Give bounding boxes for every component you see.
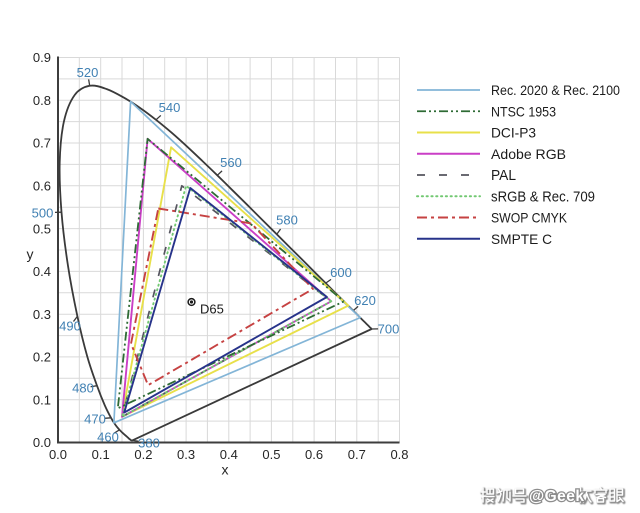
svg-text:x: x [222, 462, 229, 478]
svg-text:470: 470 [84, 412, 106, 427]
svg-text:0.7: 0.7 [348, 447, 366, 462]
svg-text:600: 600 [330, 265, 352, 280]
svg-text:0.6: 0.6 [305, 447, 323, 462]
svg-text:0.6: 0.6 [33, 179, 51, 194]
svg-text:0.1: 0.1 [92, 447, 110, 462]
svg-text:y: y [27, 246, 34, 262]
svg-text:0.0: 0.0 [49, 447, 67, 462]
svg-text:NTSC 1953: NTSC 1953 [491, 103, 556, 119]
svg-text:460: 460 [97, 430, 119, 445]
svg-text:0.8: 0.8 [390, 447, 408, 462]
svg-text:0.1: 0.1 [33, 392, 51, 407]
svg-text:0.3: 0.3 [33, 307, 51, 322]
svg-text:0.2: 0.2 [33, 350, 51, 365]
svg-text:0.5: 0.5 [33, 221, 51, 236]
svg-text:700: 700 [378, 321, 400, 336]
svg-text:0.5: 0.5 [262, 447, 280, 462]
svg-text:0.3: 0.3 [177, 447, 195, 462]
svg-text:@Geek: @Geek [529, 488, 585, 505]
svg-text:0.4: 0.4 [220, 447, 238, 462]
svg-text:380: 380 [138, 435, 160, 450]
svg-text:Rec. 2020 & Rec. 2100: Rec. 2020 & Rec. 2100 [491, 82, 620, 98]
svg-text:560: 560 [220, 155, 242, 170]
svg-text:500: 500 [32, 205, 54, 220]
svg-text:0.7: 0.7 [33, 136, 51, 151]
svg-text:0.0: 0.0 [33, 435, 51, 450]
svg-text:540: 540 [159, 100, 181, 115]
svg-text:SMPTE C: SMPTE C [491, 231, 552, 247]
svg-text:480: 480 [72, 381, 94, 396]
svg-text:580: 580 [276, 213, 298, 228]
svg-text:0.4: 0.4 [33, 264, 51, 279]
svg-text:490: 490 [59, 319, 81, 334]
svg-text:620: 620 [354, 293, 376, 308]
svg-text:D65: D65 [200, 302, 224, 317]
svg-text:Adobe RGB: Adobe RGB [491, 146, 566, 162]
svg-text:DCI-P3: DCI-P3 [491, 125, 536, 141]
svg-text:0.8: 0.8 [33, 93, 51, 108]
svg-text:SWOP CMYK: SWOP CMYK [491, 210, 568, 226]
svg-text:PAL: PAL [491, 167, 516, 184]
svg-text:0.2: 0.2 [134, 447, 152, 462]
svg-text:0.9: 0.9 [33, 50, 51, 65]
svg-text:520: 520 [77, 65, 99, 80]
svg-text:sRGB & Rec. 709: sRGB & Rec. 709 [491, 189, 595, 205]
